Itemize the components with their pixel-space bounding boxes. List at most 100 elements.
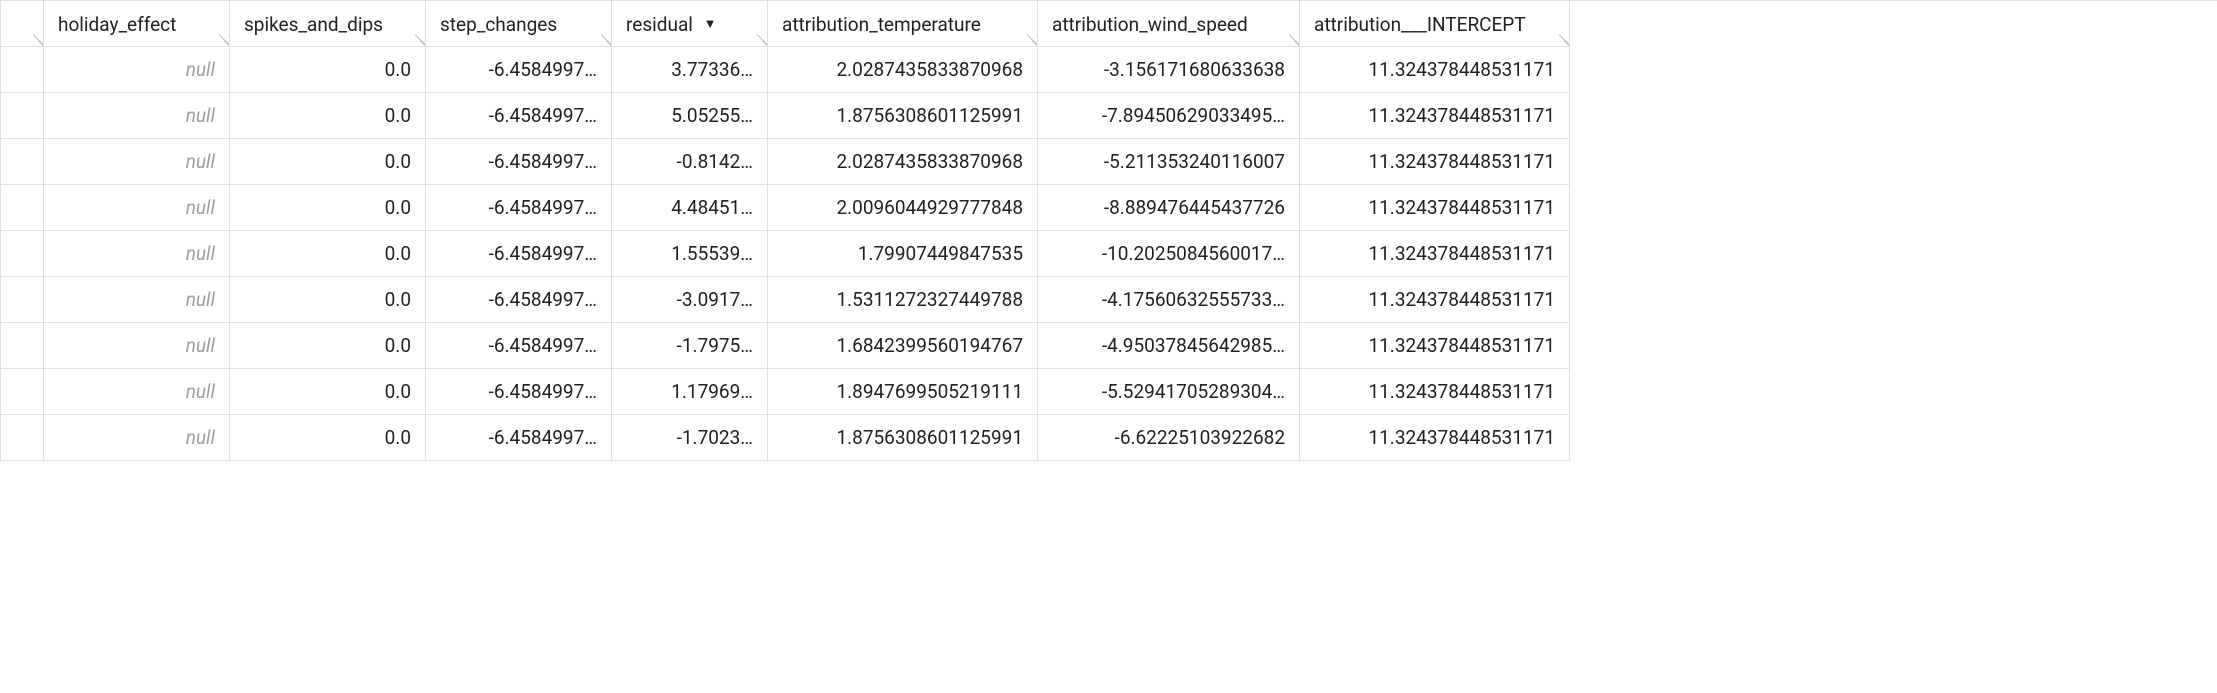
table-cell[interactable]: -6.4584997… <box>426 231 612 277</box>
column-header-spikes-and-dips[interactable]: spikes_and_dips <box>230 1 426 47</box>
table-cell[interactable]: -6.62225103922682 <box>1038 415 1300 461</box>
table-cell[interactable]: 0.0 <box>230 47 426 93</box>
table-cell[interactable]: 0.0 <box>230 93 426 139</box>
table-cell[interactable]: 11.324378448531171 <box>1300 93 1570 139</box>
table-cell[interactable]: 1.5311272327449788 <box>768 277 1038 323</box>
sort-desc-icon[interactable]: ▼ <box>704 16 717 32</box>
column-resize-handle-icon[interactable] <box>593 28 611 46</box>
column-resize-handle-icon[interactable] <box>211 28 229 46</box>
table-cell[interactable]: 1.8756308601125991 <box>768 93 1038 139</box>
table-cell[interactable]: 0.0 <box>230 277 426 323</box>
table-cell[interactable]: 11.324378448531171 <box>1300 139 1570 185</box>
table-row[interactable]: null0.0-6.4584997…-1.7023…1.875630860112… <box>1 415 2217 461</box>
table-cell[interactable]: 1.55539… <box>612 231 768 277</box>
table-cell[interactable]: -5.52941705289304… <box>1038 369 1300 415</box>
table-cell[interactable] <box>1 185 44 231</box>
table-row[interactable]: null0.0-6.4584997…-3.0917…1.531127232744… <box>1 277 2217 323</box>
table-cell[interactable]: -6.4584997… <box>426 369 612 415</box>
column-header-residual[interactable]: residual ▼ <box>612 1 768 47</box>
table-cell[interactable]: -4.17560632555733… <box>1038 277 1300 323</box>
table-cell[interactable]: 2.0287435833870968 <box>768 139 1038 185</box>
table-cell[interactable]: -6.4584997… <box>426 185 612 231</box>
table-row[interactable]: null0.0-6.4584997…4.48451…2.009604492977… <box>1 185 2217 231</box>
table-cell[interactable]: 3.77336… <box>612 47 768 93</box>
table-cell[interactable]: 11.324378448531171 <box>1300 231 1570 277</box>
table-row[interactable]: null0.0-6.4584997…3.77336…2.028743583387… <box>1 47 2217 93</box>
table-cell[interactable]: -4.95037845642985… <box>1038 323 1300 369</box>
table-cell[interactable]: 5.05255… <box>612 93 768 139</box>
table-cell[interactable]: -6.4584997… <box>426 277 612 323</box>
table-cell[interactable]: -0.8142… <box>612 139 768 185</box>
table-cell[interactable]: 2.0096044929777848 <box>768 185 1038 231</box>
column-resize-handle-icon[interactable] <box>749 28 767 46</box>
table-cell[interactable]: null <box>44 139 230 185</box>
table-row[interactable]: null0.0-6.4584997…-1.7975…1.684239956019… <box>1 323 2217 369</box>
table-cell[interactable] <box>1 47 44 93</box>
table-cell[interactable]: 11.324378448531171 <box>1300 185 1570 231</box>
table-cell[interactable]: -5.211353240116007 <box>1038 139 1300 185</box>
table-cell[interactable]: null <box>44 415 230 461</box>
column-resize-handle-icon[interactable] <box>1281 28 1299 46</box>
table-cell[interactable]: -1.7023… <box>612 415 768 461</box>
column-header-label: attribution_temperature <box>782 13 981 36</box>
table-cell[interactable]: 0.0 <box>230 369 426 415</box>
table-cell[interactable]: -8.889476445437726 <box>1038 185 1300 231</box>
table-cell[interactable]: null <box>44 277 230 323</box>
table-cell[interactable]: -1.7975… <box>612 323 768 369</box>
table-cell[interactable] <box>1 369 44 415</box>
column-resize-handle-icon[interactable] <box>25 28 43 46</box>
table-cell[interactable]: -6.4584997… <box>426 415 612 461</box>
column-resize-handle-icon[interactable] <box>407 28 425 46</box>
table-cell[interactable]: 1.17969… <box>612 369 768 415</box>
table-cell[interactable]: null <box>44 47 230 93</box>
table-cell[interactable]: 11.324378448531171 <box>1300 369 1570 415</box>
table-row[interactable]: null0.0-6.4584997…-0.8142…2.028743583387… <box>1 139 2217 185</box>
table-cell[interactable]: -3.156171680633638 <box>1038 47 1300 93</box>
column-resize-handle-icon[interactable] <box>1551 28 1569 46</box>
table-cell[interactable]: 1.8947699505219111 <box>768 369 1038 415</box>
table-cell[interactable]: 11.324378448531171 <box>1300 323 1570 369</box>
table-cell[interactable]: -3.0917… <box>612 277 768 323</box>
table-row[interactable]: null0.0-6.4584997…1.17969…1.894769950521… <box>1 369 2217 415</box>
table-cell[interactable]: 2.0287435833870968 <box>768 47 1038 93</box>
table-cell[interactable]: 1.6842399560194767 <box>768 323 1038 369</box>
table-row[interactable]: null0.0-6.4584997…1.55539…1.799074498475… <box>1 231 2217 277</box>
table-cell[interactable] <box>1 277 44 323</box>
table-cell[interactable]: -6.4584997… <box>426 139 612 185</box>
table-cell[interactable]: 11.324378448531171 <box>1300 415 1570 461</box>
column-header-step-changes[interactable]: step_changes <box>426 1 612 47</box>
column-header-label: spikes_and_dips <box>244 13 383 36</box>
table-cell[interactable]: 11.324378448531171 <box>1300 277 1570 323</box>
column-header-holiday-effect[interactable]: holiday_effect <box>44 1 230 47</box>
table-cell[interactable]: 0.0 <box>230 185 426 231</box>
table-cell[interactable]: 0.0 <box>230 415 426 461</box>
table-cell[interactable]: 0.0 <box>230 231 426 277</box>
table-cell[interactable] <box>1 415 44 461</box>
table-cell[interactable]: 11.324378448531171 <box>1300 47 1570 93</box>
table-cell[interactable]: 1.8756308601125991 <box>768 415 1038 461</box>
table-cell[interactable]: 0.0 <box>230 139 426 185</box>
table-cell[interactable]: -7.89450629033495… <box>1038 93 1300 139</box>
table-cell[interactable] <box>1 93 44 139</box>
table-cell[interactable]: null <box>44 323 230 369</box>
table-cell[interactable] <box>1 231 44 277</box>
table-cell[interactable]: null <box>44 231 230 277</box>
table-cell[interactable]: -10.2025084560017… <box>1038 231 1300 277</box>
column-header-attribution-temperature[interactable]: attribution_temperature <box>768 1 1038 47</box>
table-cell[interactable]: -6.4584997… <box>426 323 612 369</box>
column-header-attribution-intercept[interactable]: attribution___INTERCEPT <box>1300 1 1570 47</box>
table-cell[interactable]: 4.48451… <box>612 185 768 231</box>
table-cell[interactable]: 1.79907449847535 <box>768 231 1038 277</box>
table-cell[interactable]: null <box>44 93 230 139</box>
column-header-attribution-wind-speed[interactable]: attribution_wind_speed <box>1038 1 1300 47</box>
table-cell[interactable] <box>1 323 44 369</box>
table-cell[interactable]: -6.4584997… <box>426 93 612 139</box>
table-cell[interactable]: null <box>44 369 230 415</box>
column-header-partial-left[interactable] <box>1 1 44 47</box>
table-cell[interactable] <box>1 139 44 185</box>
table-cell[interactable]: -6.4584997… <box>426 47 612 93</box>
table-cell[interactable]: 0.0 <box>230 323 426 369</box>
column-resize-handle-icon[interactable] <box>1019 28 1037 46</box>
table-row[interactable]: null0.0-6.4584997…5.05255…1.875630860112… <box>1 93 2217 139</box>
table-cell[interactable]: null <box>44 185 230 231</box>
